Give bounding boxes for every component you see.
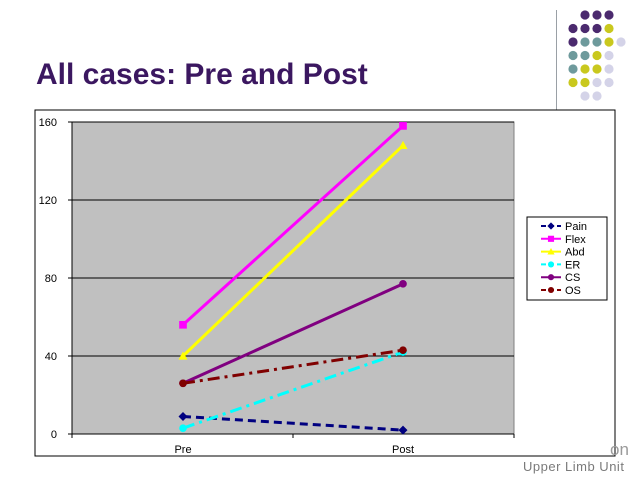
decor-dot [580,64,590,74]
legend-label: Flex [565,234,586,246]
series-pain [178,411,408,435]
slide-title: All cases: Pre and Post [36,58,368,91]
legend-box [526,216,608,301]
series-lines [178,122,408,435]
decor-dot [580,50,590,61]
series-flex [179,122,407,329]
data-point-marker [547,235,555,242]
decor-dot [604,37,614,47]
title-divider [556,10,557,110]
data-point-marker [399,346,407,354]
data-point-marker [547,274,555,281]
series-abd [178,140,408,360]
decor-dot [604,64,614,74]
data-point-marker [399,122,407,130]
series-line [182,350,404,430]
legend-label: CS [565,272,580,284]
decor-dot [568,37,578,47]
footer-logo-fragment: on [610,440,629,459]
y-tick-label: 120 [39,195,57,207]
data-point-marker [178,411,188,421]
data-point-marker [547,248,555,255]
y-tick-label: 160 [39,117,57,129]
series-line [182,348,404,385]
series-line [181,124,405,326]
decor-dot [592,91,602,101]
y-tick-label: 80 [45,273,57,285]
decor-dot [592,10,602,20]
decor-dot [568,23,578,34]
decor-dot [604,23,614,34]
decor-dot [616,37,626,47]
decor-dot [604,50,614,61]
decor-dot [604,77,614,88]
decor-dot [580,10,590,20]
data-point-marker [547,222,555,230]
legend-item: OS [541,285,581,297]
legend-item: Flex [541,234,586,246]
data-point-marker [398,425,408,435]
legend-label: Pain [565,221,587,233]
decor-dot [592,50,602,61]
series-line [182,414,404,432]
series-os [179,346,407,388]
decor-dot [592,37,602,47]
data-point-marker [178,351,188,360]
legend-item: Abd [541,247,585,259]
legend-label: Abd [565,247,585,259]
y-tick-label: 40 [45,351,57,363]
data-point-marker [547,261,555,268]
decorative-dot-grid [568,10,626,101]
data-point-marker [398,140,408,149]
series-line [182,282,404,385]
decor-dot [568,50,578,61]
decor-dot [580,37,590,47]
decor-dot [568,77,578,88]
x-tick-label: Post [392,444,414,456]
data-point-marker [179,320,187,329]
legend-item: CS [541,272,580,284]
data-point-marker [179,379,187,388]
data-point-marker [179,424,187,432]
gridlines [72,121,514,357]
axes: 0 40 80 120 160 Pre Post [39,117,515,456]
decor-dot [580,77,590,88]
legend-label: ER [565,259,580,271]
y-tick-label: 0 [51,429,57,441]
footer-unit-name: Upper Limb Unit [523,459,625,474]
legend-label: OS [565,285,581,297]
decor-dot [592,64,602,74]
decor-dot [580,91,590,101]
legend-item: ER [541,259,580,271]
decor-dot [592,23,602,34]
x-tick-label: Pre [174,444,191,456]
data-point-marker [399,280,407,288]
legend-item: Pain [541,221,587,233]
decor-dot [580,23,590,34]
decor-dot [568,64,578,74]
data-point-marker [547,286,555,294]
decor-dot [604,10,614,20]
decor-dot [592,77,602,88]
series-line [181,144,405,358]
